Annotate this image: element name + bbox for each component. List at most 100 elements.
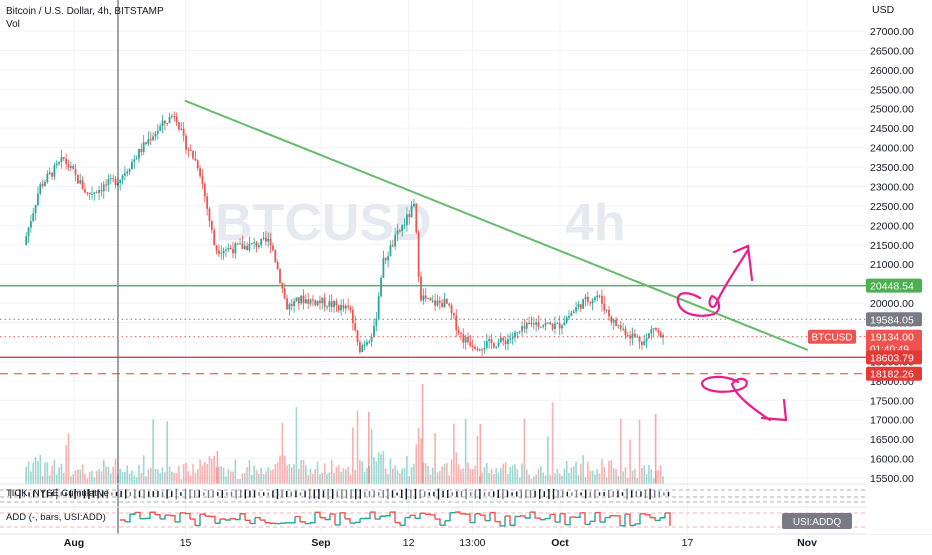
candle-body (187, 149, 189, 150)
volume-bar (110, 473, 112, 484)
tick-bar (594, 490, 595, 499)
tick-bar (226, 492, 227, 495)
volume-bar (272, 469, 274, 484)
candle-body (291, 304, 293, 306)
candle-body (202, 176, 204, 184)
candle-body (284, 289, 286, 299)
volume-bar (526, 470, 528, 484)
volume-bar (622, 471, 624, 484)
candle-body (415, 204, 417, 233)
volume-bar (361, 461, 363, 484)
tick-bar (396, 492, 397, 495)
candle-body (387, 256, 389, 260)
tick-bar (189, 489, 190, 498)
candle-body (133, 159, 135, 162)
volume-bar (246, 467, 248, 484)
volume-bar (531, 479, 533, 484)
volume-bar (347, 467, 349, 484)
candle-body (122, 176, 124, 180)
tick-bar (392, 490, 393, 497)
candle-body (249, 244, 251, 250)
volume-bar (376, 461, 378, 484)
volume-bar (37, 461, 39, 484)
volume-bar (368, 412, 370, 484)
candle-body (279, 269, 281, 283)
tick-bar (143, 489, 144, 498)
tick-bar (116, 492, 117, 496)
volume-bar (366, 468, 368, 484)
candle-body (479, 350, 481, 351)
volume-bar (566, 461, 568, 484)
volume-bar (611, 460, 613, 484)
price-tick-label: 16500.00 (870, 434, 914, 446)
volume-bar (512, 465, 514, 484)
tick-bar (585, 490, 586, 499)
candle-body (507, 339, 509, 344)
candle-body (502, 338, 504, 341)
tick-bar (341, 489, 342, 499)
tick-bar (355, 489, 356, 499)
tick-bar (360, 489, 361, 498)
candle-body (61, 157, 63, 162)
volume-bar (199, 460, 201, 484)
tick-bar (548, 489, 549, 499)
volume-bar (232, 472, 234, 484)
volume-bar (251, 475, 253, 484)
volume-bar (270, 471, 272, 484)
volume-bar (148, 469, 150, 484)
tick-bar (199, 490, 200, 497)
add-indicator-label[interactable]: ADD (-, bars, USI:ADD) (6, 512, 106, 523)
candle-body (75, 169, 77, 174)
volume-bar (549, 475, 551, 484)
volume-bar (568, 473, 570, 484)
volume-bar (314, 469, 316, 484)
candle-body (378, 296, 380, 318)
volume-bar (91, 471, 93, 484)
tick-bar (258, 492, 259, 496)
tick-bar (659, 491, 660, 497)
candle-body (488, 339, 490, 341)
tick-indicator-label[interactable]: TICK, NYSE Cumulative (6, 488, 109, 499)
volume-bar (556, 469, 558, 484)
candle-body (582, 299, 584, 309)
volume-bar (596, 469, 598, 484)
tick-bar (645, 490, 646, 499)
tick-bar (235, 489, 236, 498)
candle-body (622, 329, 624, 330)
candle-body (620, 325, 622, 329)
candle-body (512, 337, 514, 339)
candle-body (427, 298, 429, 299)
candle-body (371, 337, 373, 341)
volume-bar (582, 455, 584, 484)
add-step (425, 514, 430, 515)
volume-bar (434, 433, 436, 484)
candle-body (194, 158, 196, 160)
candle-body (648, 333, 650, 338)
volume-bar (25, 467, 27, 484)
volume-bar (319, 474, 321, 484)
candle-body (115, 179, 117, 185)
volume-bar (101, 471, 103, 484)
tick-bar (263, 492, 264, 496)
candle-body (319, 301, 321, 303)
tick-bar (479, 489, 480, 499)
tick-bar (222, 490, 223, 498)
volume-bar (545, 476, 547, 484)
candle-body (321, 298, 323, 303)
tick-bar (424, 491, 425, 497)
tick-bar (525, 490, 526, 498)
candle-body (509, 339, 511, 340)
volume-bar (305, 465, 307, 484)
tick-bar (429, 492, 430, 495)
candle-body (460, 333, 462, 334)
tick-bar (203, 492, 204, 495)
volume-bar (387, 474, 389, 484)
volume-bar (641, 468, 643, 484)
candle-body (368, 341, 370, 342)
volume-bar (502, 464, 504, 484)
volume-bar (401, 469, 403, 484)
volume-bar (44, 462, 46, 484)
add-step (165, 515, 170, 516)
